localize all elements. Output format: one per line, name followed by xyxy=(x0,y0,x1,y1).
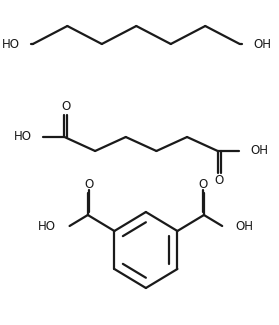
Text: OH: OH xyxy=(250,145,268,158)
Text: OH: OH xyxy=(235,219,254,232)
Text: O: O xyxy=(199,178,208,191)
Text: HO: HO xyxy=(38,219,56,232)
Text: O: O xyxy=(84,178,93,191)
Text: O: O xyxy=(215,175,224,188)
Text: O: O xyxy=(61,100,71,113)
Text: HO: HO xyxy=(14,131,32,144)
Text: HO: HO xyxy=(1,37,20,50)
Text: OH: OH xyxy=(253,37,271,50)
